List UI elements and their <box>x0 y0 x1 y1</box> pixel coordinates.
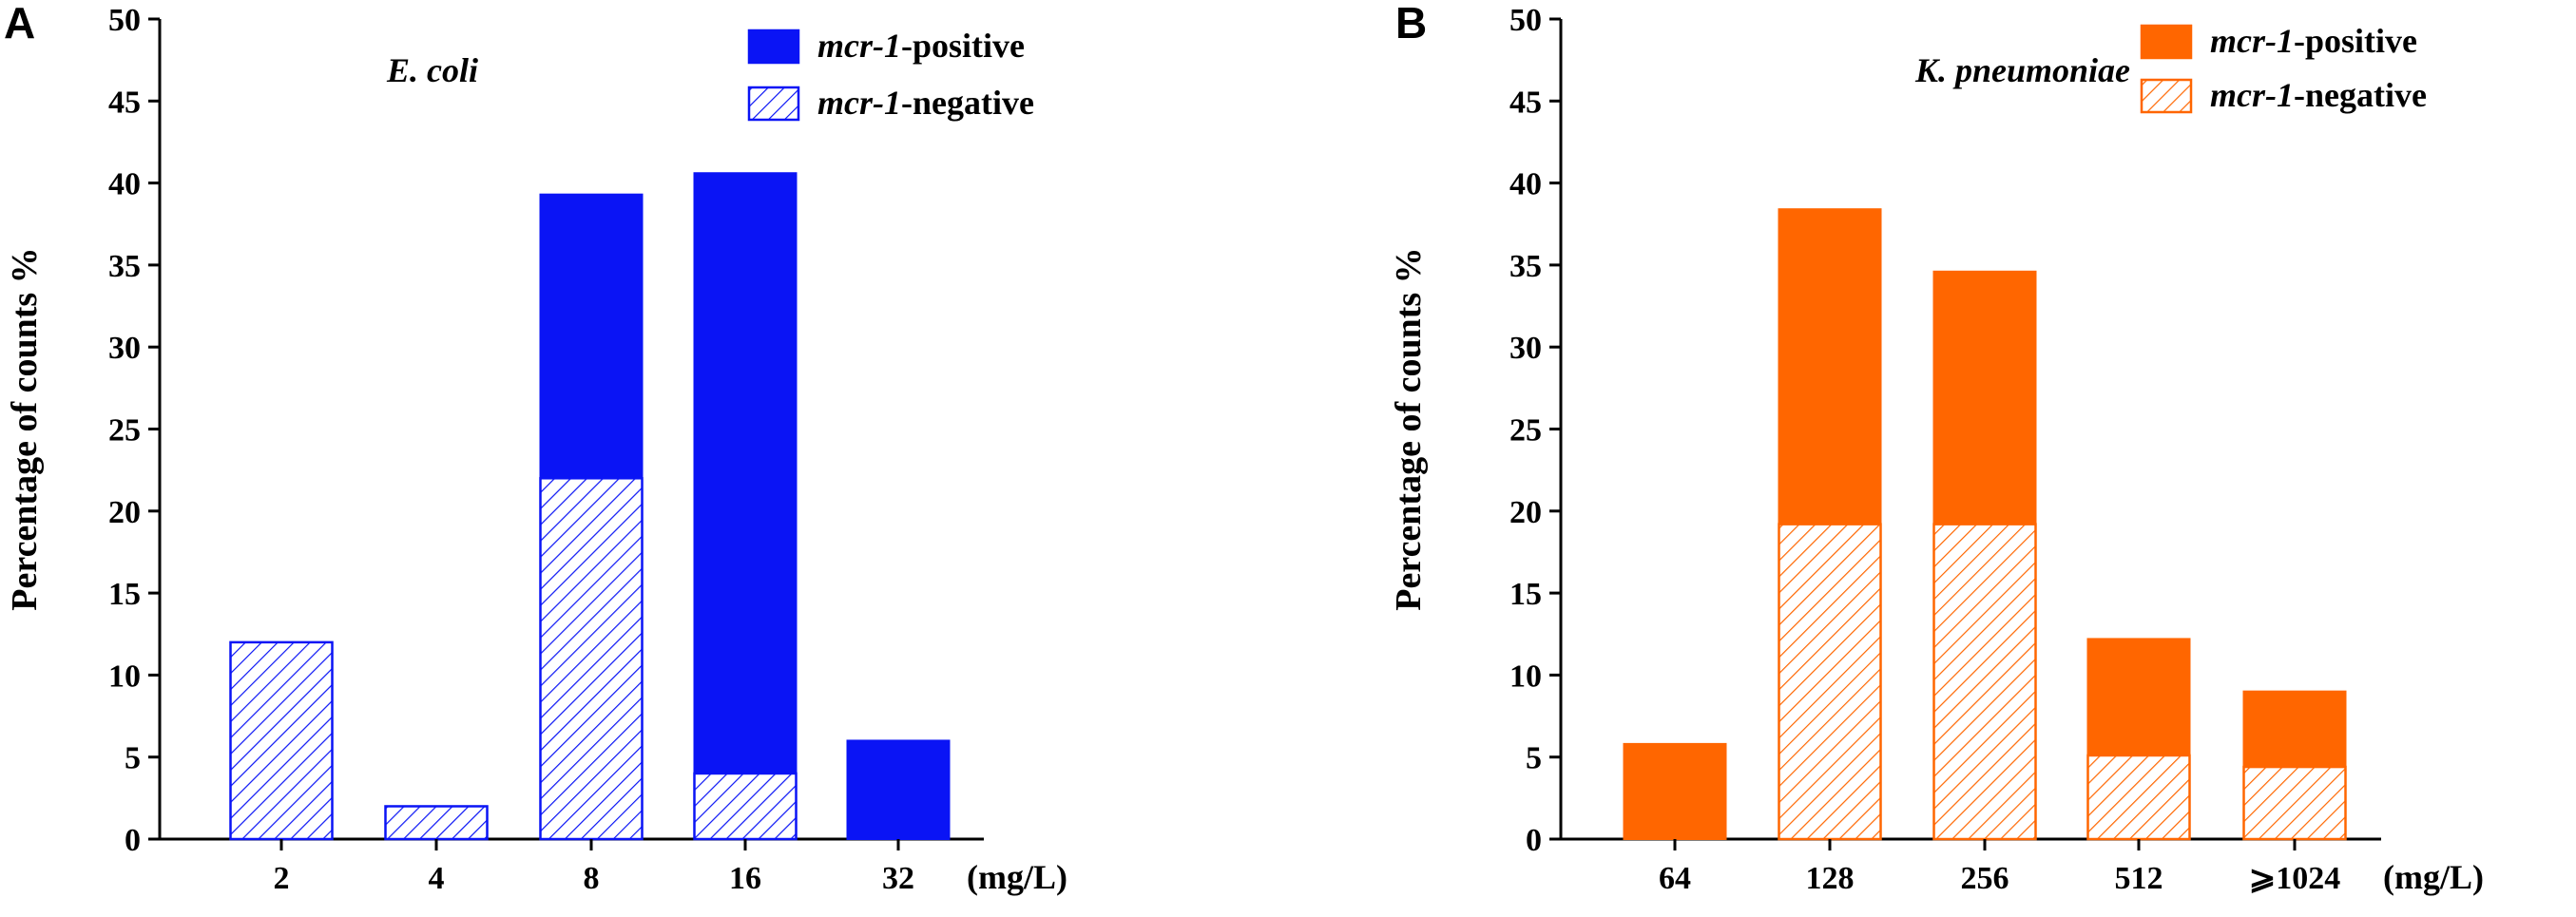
y-tick-label: 25 <box>108 413 141 449</box>
y-tick-label: 25 <box>1509 413 1542 449</box>
bar-positive-⩾1024 <box>2242 690 2347 769</box>
y-tick-label: 45 <box>108 85 141 120</box>
y-tick-label: 30 <box>1509 331 1542 366</box>
bar-positive-64 <box>1623 742 1727 841</box>
y-tick-label: 45 <box>1509 85 1542 120</box>
bar-negative-128 <box>1778 523 1882 841</box>
y-tick-label: 35 <box>108 249 141 284</box>
y-tick-label: 20 <box>108 495 141 530</box>
bar-negative-512 <box>2086 754 2191 841</box>
legend-label-positive: mcr-1-positive <box>817 27 1025 65</box>
bar-negative-16 <box>693 772 798 841</box>
bar-negative-4 <box>384 805 489 841</box>
y-axis-title: Percentage of counts % <box>5 247 45 610</box>
y-tick-label: 10 <box>108 659 141 694</box>
x-tick-label: 512 <box>2115 861 2163 896</box>
bar-positive-128 <box>1778 208 1882 525</box>
y-tick-label: 0 <box>125 823 141 858</box>
bar-negative-256 <box>1932 523 2037 841</box>
y-tick-label: 40 <box>1509 167 1542 202</box>
legend-label-negative: mcr-1-negative <box>2210 76 2427 114</box>
chart-panel-b: B Percentage of counts % 0 5 10 15 20 25 30 35 40 4… <box>1389 0 2484 896</box>
bar-negative-8 <box>539 477 644 841</box>
x-tick-label: 32 <box>882 861 914 896</box>
y-tick-label: 0 <box>1526 823 1542 858</box>
y-tick-label: 35 <box>1509 249 1542 284</box>
y-tick-label: 50 <box>1509 3 1542 38</box>
legend-label-negative: mcr-1-negative <box>817 84 1034 122</box>
bar-positive-512 <box>2086 638 2191 756</box>
x-unit-label: (mg/L) <box>967 858 1067 896</box>
x-tick-label: 8 <box>584 861 600 896</box>
legend-swatch-hatch <box>2140 78 2193 114</box>
y-tick-label: 30 <box>108 331 141 366</box>
bar-negative-⩾1024 <box>2242 765 2347 841</box>
x-tick-label: 2 <box>274 861 290 896</box>
y-tick-label: 15 <box>1509 577 1542 612</box>
y-tick-label: 5 <box>125 741 141 776</box>
y-tick-label: 10 <box>1509 659 1542 694</box>
x-unit-label: (mg/L) <box>2383 858 2484 896</box>
panel-letter: B <box>1395 0 1427 48</box>
bar-positive-32 <box>846 739 951 840</box>
x-tick-label: 256 <box>1961 861 2009 896</box>
panel-letter: A <box>4 0 35 48</box>
bar-positive-8 <box>539 193 644 480</box>
y-tick-label: 20 <box>1509 495 1542 530</box>
x-tick-label: ⩾1024 <box>2249 861 2341 896</box>
legend-swatch-solid <box>747 29 800 65</box>
x-tick-label: 4 <box>429 861 445 896</box>
legend-label-positive: mcr-1-positive <box>2210 22 2417 60</box>
y-tick-label: 15 <box>108 577 141 612</box>
bar-negative-2 <box>229 640 334 841</box>
chart-panel-a: A Percentage of counts % 0 5 10 15 20 25 30 35 40 4… <box>4 0 1067 896</box>
y-tick-label: 50 <box>108 3 141 38</box>
species-label: E. coli <box>386 51 478 89</box>
x-tick-label: 128 <box>1806 861 1855 896</box>
y-tick-label: 40 <box>108 167 141 202</box>
species-label: K. pneumoniae <box>1914 51 2130 89</box>
y-tick-label: 5 <box>1526 741 1542 776</box>
bar-positive-256 <box>1932 270 2037 525</box>
legend-swatch-hatch <box>747 86 800 122</box>
legend-swatch-solid <box>2140 24 2193 60</box>
x-tick-label: 64 <box>1659 861 1691 896</box>
bar-positive-16 <box>693 172 798 774</box>
x-tick-label: 16 <box>729 861 761 896</box>
y-axis-title: Percentage of counts % <box>1389 247 1429 610</box>
